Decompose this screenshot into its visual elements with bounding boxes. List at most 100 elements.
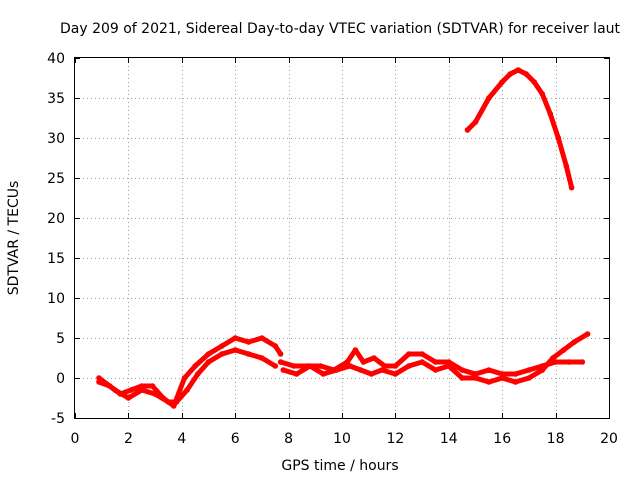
data-point	[392, 363, 399, 369]
data-point	[165, 399, 172, 405]
data-point	[563, 163, 570, 169]
data-point	[333, 367, 340, 373]
data-point	[245, 339, 252, 345]
data-point	[139, 383, 145, 389]
data-point	[128, 387, 134, 393]
y-tick-label: -5	[51, 411, 65, 427]
data-point	[232, 347, 238, 353]
data-point	[446, 363, 452, 369]
data-point	[499, 375, 506, 381]
x-tick-label: 18	[547, 431, 565, 447]
data-point	[205, 359, 212, 365]
x-tick-label: 16	[493, 431, 511, 447]
data-point	[571, 339, 578, 345]
y-tick-label: 5	[56, 331, 65, 347]
data-point	[419, 351, 425, 357]
data-point	[184, 387, 190, 393]
data-point	[259, 335, 265, 341]
data-point	[368, 371, 375, 377]
data-point	[280, 367, 287, 373]
data-point	[379, 367, 385, 373]
data-point	[112, 387, 118, 393]
data-point	[539, 367, 546, 373]
data-point	[459, 367, 465, 373]
data-point	[205, 351, 212, 357]
x-tick-label: 2	[124, 431, 133, 447]
y-axis-label: SDTVAR / TECUs	[6, 181, 22, 296]
data-point	[526, 375, 532, 381]
y-tick-label: 0	[56, 371, 65, 387]
data-point	[381, 363, 388, 369]
data-point	[272, 343, 279, 349]
data-point	[432, 367, 439, 373]
data-point	[232, 335, 238, 341]
data-point	[277, 351, 284, 357]
data-point	[293, 371, 300, 377]
data-point	[523, 71, 529, 77]
data-point	[272, 363, 279, 369]
series-band-4	[280, 331, 591, 385]
data-point	[96, 375, 102, 381]
y-tick-label: 15	[47, 251, 65, 267]
x-tick-label: 20	[600, 431, 618, 447]
data-point	[512, 379, 519, 385]
data-point	[195, 371, 201, 377]
data-point	[125, 395, 132, 401]
data-point	[472, 119, 479, 125]
data-point	[171, 403, 177, 409]
data-point	[139, 387, 145, 393]
data-point	[149, 383, 156, 389]
data-point	[539, 91, 546, 97]
data-point	[486, 367, 492, 373]
x-tick-label: 4	[177, 431, 186, 447]
y-tick-label: 10	[47, 291, 65, 307]
data-point	[547, 111, 554, 117]
x-tick-label: 8	[284, 431, 293, 447]
series-line	[465, 67, 575, 191]
y-tick-label: 20	[47, 211, 65, 227]
data-point	[566, 359, 572, 365]
data-point	[152, 391, 158, 397]
data-point	[579, 359, 586, 365]
y-tick-label: 30	[47, 131, 65, 147]
x-tick-label: 6	[231, 431, 240, 447]
data-point	[499, 371, 506, 377]
data-point	[515, 67, 521, 73]
data-point	[392, 371, 399, 377]
data-point	[555, 135, 562, 141]
x-axis-tick-labels: 0 2 4 6 8 10 12 14 16 18 20	[71, 431, 618, 447]
data-point	[371, 355, 377, 361]
data-point	[507, 71, 513, 77]
data-point	[277, 359, 284, 365]
y-tick-label: 25	[47, 171, 65, 187]
data-point	[291, 363, 297, 369]
x-tick-label: 12	[386, 431, 404, 447]
data-point	[344, 359, 351, 365]
x-tick-label: 10	[333, 431, 351, 447]
x-tick-label: 0	[71, 431, 80, 447]
data-point	[181, 375, 188, 381]
data-point	[464, 127, 471, 133]
x-axis-label: GPS time / hours	[281, 458, 398, 474]
data-point	[347, 363, 353, 369]
data-point	[459, 375, 465, 381]
data-point	[192, 363, 198, 369]
data-point	[173, 399, 180, 405]
data-point	[219, 343, 225, 349]
data-point	[406, 351, 412, 357]
data-point	[406, 363, 412, 369]
data-point	[499, 79, 506, 85]
series-band-5	[464, 67, 575, 191]
data-point	[245, 351, 252, 357]
data-point	[512, 371, 519, 377]
data-point	[320, 371, 327, 377]
data-point	[360, 359, 367, 365]
data-point	[357, 367, 364, 373]
data-point	[432, 359, 439, 365]
x-tick-label: 14	[440, 431, 458, 447]
data-point	[446, 359, 452, 365]
series-line	[280, 331, 591, 385]
chart-title: Day 209 of 2021, Sidereal Day-to-day VTE…	[60, 21, 621, 37]
data-point	[472, 371, 479, 377]
data-point	[568, 184, 575, 191]
